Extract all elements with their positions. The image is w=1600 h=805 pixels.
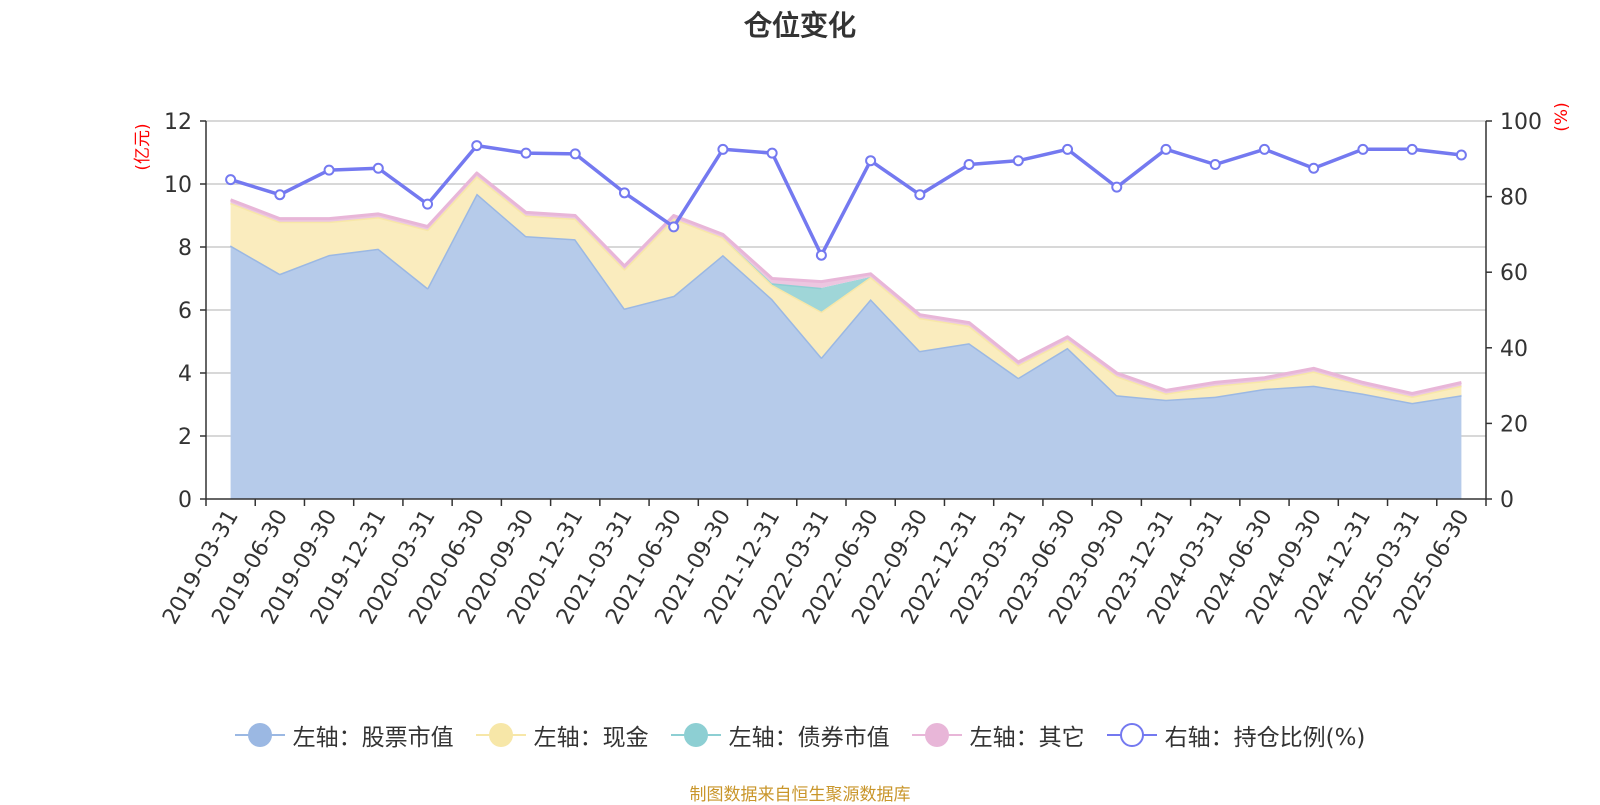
ratio-line-point (914, 189, 926, 201)
ratio-line-series (225, 140, 1467, 261)
legend-label: 右轴：持仓比例(%) (1164, 725, 1366, 751)
ratio-line-point (520, 147, 532, 159)
ratio-line-point (1062, 143, 1074, 155)
ratio-line-point (963, 158, 975, 170)
ratio-line-point (274, 189, 286, 201)
ratio-line-point (1357, 143, 1369, 155)
ratio-line-point (1111, 181, 1123, 193)
legend-swatch-icon (670, 721, 721, 749)
legend-item[interactable]: 左轴：股票市值 (234, 718, 454, 752)
right-axis-tick-label: 60 (1500, 261, 1528, 286)
legend-item[interactable]: 右轴：持仓比例(%) (1106, 718, 1366, 752)
legend-label: 左轴：其它 (969, 725, 1085, 751)
ratio-line-point (569, 148, 581, 160)
ratio-line-point (815, 249, 827, 261)
legend: 左轴：股票市值 左轴：现金 左轴：债券市值 左轴：其它 右轴：持仓比例(%) (0, 718, 1600, 752)
ratio-line-point (865, 155, 877, 167)
ratio-line-point (1209, 158, 1221, 170)
ratio-line-point (1012, 155, 1024, 167)
ratio-line-point (422, 198, 434, 210)
right-axis-unit-label: (%) (1552, 102, 1572, 131)
source-note: 制图数据来自恒生聚源数据库 (689, 785, 911, 805)
left-axis-tick-label: 8 (178, 236, 192, 261)
legend-item[interactable]: 左轴：其它 (911, 718, 1085, 752)
ratio-line-point (618, 187, 630, 199)
left-axis-tick-label: 12 (164, 110, 192, 135)
ratio-line-point (471, 140, 483, 152)
ratio-line-point (1308, 162, 1320, 174)
ratio-line-point (668, 221, 680, 233)
legend-label: 左轴：债券市值 (728, 725, 890, 751)
left-axis-tick-label: 10 (164, 173, 192, 198)
legend-swatch-icon (234, 721, 285, 749)
left-axis-tick-label: 2 (178, 425, 192, 450)
ratio-line-point (717, 143, 729, 155)
legend-label: 左轴：现金 (533, 725, 649, 751)
legend-swatch-icon (911, 721, 962, 749)
area-series (229, 171, 1462, 499)
ratio-line-point (323, 164, 335, 176)
ratio-line-point (766, 147, 778, 159)
ratio-line (230, 143, 1462, 257)
right-axis-tick-label: 40 (1500, 337, 1528, 362)
left-axis-tick-label: 6 (178, 299, 192, 324)
right-axis-tick-label: 80 (1500, 186, 1528, 211)
ratio-line-point (1160, 143, 1172, 155)
ratio-line-point (1258, 143, 1270, 155)
left-axis-tick-label: 0 (178, 488, 192, 513)
right-axis-tick-label: 100 (1500, 110, 1542, 135)
ratio-line-point (225, 174, 237, 186)
area-fill (230, 193, 1462, 499)
ratio-line-point (1455, 149, 1467, 161)
legend-item[interactable]: 左轴：现金 (475, 718, 649, 752)
legend-swatch-icon (475, 721, 526, 749)
left-axis-unit-label: (亿元) (133, 123, 153, 170)
legend-item[interactable]: 左轴：债券市值 (670, 718, 890, 752)
area-series-line (230, 171, 1462, 395)
ratio-line-point (1406, 143, 1418, 155)
ratio-line-point (372, 162, 384, 174)
legend-swatch-icon (1106, 721, 1157, 749)
left-axis-tick-label: 4 (178, 362, 192, 387)
chart-title: 仓位变化 (743, 9, 856, 42)
legend-label: 左轴：股票市值 (292, 725, 454, 751)
right-axis-tick-label: 20 (1500, 412, 1528, 437)
area-fill (230, 176, 1462, 403)
area-fill (230, 176, 1462, 397)
right-axis-tick-label: 0 (1500, 488, 1514, 513)
